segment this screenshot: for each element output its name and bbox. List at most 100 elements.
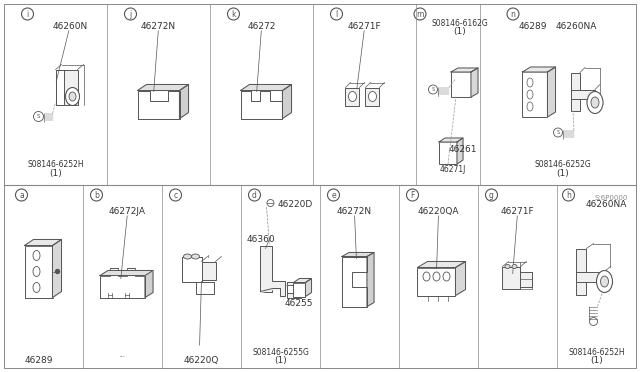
Text: c: c (173, 190, 177, 199)
Bar (417, 267, 456, 295)
Ellipse shape (596, 270, 612, 292)
Bar (182, 257, 202, 282)
Polygon shape (439, 138, 463, 142)
Ellipse shape (369, 92, 376, 102)
Polygon shape (100, 270, 153, 276)
Polygon shape (294, 279, 312, 282)
Text: 46260N: 46260N (53, 22, 88, 31)
Text: 46360: 46360 (246, 235, 275, 244)
Ellipse shape (33, 250, 40, 260)
Ellipse shape (349, 92, 356, 102)
Text: m: m (416, 10, 424, 19)
Bar (56, 70, 63, 105)
Text: g: g (489, 190, 494, 199)
Text: 46272N: 46272N (141, 22, 176, 31)
Ellipse shape (69, 92, 76, 101)
Bar (346, 87, 360, 106)
Text: 46272: 46272 (247, 22, 276, 31)
Polygon shape (547, 67, 556, 117)
Polygon shape (367, 253, 374, 307)
Bar (287, 285, 296, 292)
Text: (1): (1) (49, 169, 62, 178)
Polygon shape (52, 240, 61, 298)
Bar (577, 248, 586, 295)
Polygon shape (24, 240, 61, 246)
Text: 46220Q: 46220Q (184, 356, 219, 365)
Polygon shape (471, 68, 478, 97)
Bar (294, 282, 305, 296)
Bar (439, 142, 457, 164)
Text: 46272JA: 46272JA (109, 207, 146, 216)
Text: (1): (1) (454, 27, 467, 36)
Text: 46220QA: 46220QA (418, 207, 460, 216)
Text: n: n (511, 10, 515, 19)
Text: S08146-6252H: S08146-6252H (27, 160, 84, 169)
Text: F: F (410, 190, 415, 199)
Text: S08146-6162G: S08146-6162G (431, 19, 488, 28)
Text: S08146-6255G: S08146-6255G (252, 348, 309, 357)
Text: 46289: 46289 (24, 356, 52, 365)
Polygon shape (305, 279, 312, 296)
Text: S:6P0000: S:6P0000 (595, 195, 628, 201)
Text: k: k (231, 10, 236, 19)
Text: l: l (335, 10, 338, 19)
Ellipse shape (587, 92, 603, 113)
Polygon shape (282, 84, 291, 119)
Text: h: h (566, 190, 571, 199)
Polygon shape (260, 247, 285, 296)
Ellipse shape (527, 90, 533, 99)
Bar (522, 72, 547, 117)
Polygon shape (179, 84, 189, 119)
Text: 46260NA: 46260NA (556, 22, 596, 31)
Text: 46220D: 46220D (278, 200, 313, 209)
Polygon shape (138, 90, 179, 119)
Polygon shape (241, 90, 282, 119)
Text: a: a (19, 190, 24, 199)
Polygon shape (417, 262, 465, 267)
Ellipse shape (527, 78, 533, 87)
Text: 46272JA: 46272JA (120, 356, 125, 357)
Text: 46289: 46289 (519, 22, 547, 31)
Text: S08146-6252H: S08146-6252H (568, 348, 625, 357)
Text: j: j (129, 10, 132, 19)
Polygon shape (138, 84, 189, 90)
Ellipse shape (600, 276, 609, 287)
Text: 46271J: 46271J (440, 165, 466, 174)
Text: d: d (252, 190, 257, 199)
Circle shape (56, 269, 60, 273)
Bar (260, 247, 273, 292)
Text: (1): (1) (590, 356, 603, 365)
Ellipse shape (423, 272, 430, 281)
Ellipse shape (443, 272, 450, 281)
Ellipse shape (33, 266, 40, 276)
Ellipse shape (33, 282, 40, 292)
Polygon shape (522, 67, 556, 72)
Bar (182, 257, 202, 282)
Text: S: S (36, 114, 40, 119)
Bar (195, 282, 214, 294)
Ellipse shape (512, 264, 517, 269)
Text: S08146-6252G: S08146-6252G (534, 160, 591, 169)
Polygon shape (342, 253, 374, 257)
Bar (24, 246, 52, 298)
Ellipse shape (591, 97, 599, 108)
Text: 46271F: 46271F (500, 207, 534, 216)
Polygon shape (456, 262, 465, 295)
Bar (520, 272, 532, 286)
Ellipse shape (191, 254, 200, 259)
Bar (56, 70, 77, 105)
Polygon shape (342, 257, 367, 307)
Bar (571, 90, 595, 99)
Bar (451, 72, 471, 97)
Bar (365, 87, 380, 106)
Text: 46272N: 46272N (337, 207, 372, 216)
Bar (502, 266, 520, 289)
Text: (1): (1) (274, 356, 287, 365)
Ellipse shape (433, 272, 440, 281)
Bar (571, 73, 580, 110)
Polygon shape (145, 270, 153, 298)
Text: S: S (556, 130, 559, 135)
Text: S: S (431, 87, 435, 92)
Text: 46261: 46261 (449, 145, 477, 154)
Bar (287, 282, 301, 298)
